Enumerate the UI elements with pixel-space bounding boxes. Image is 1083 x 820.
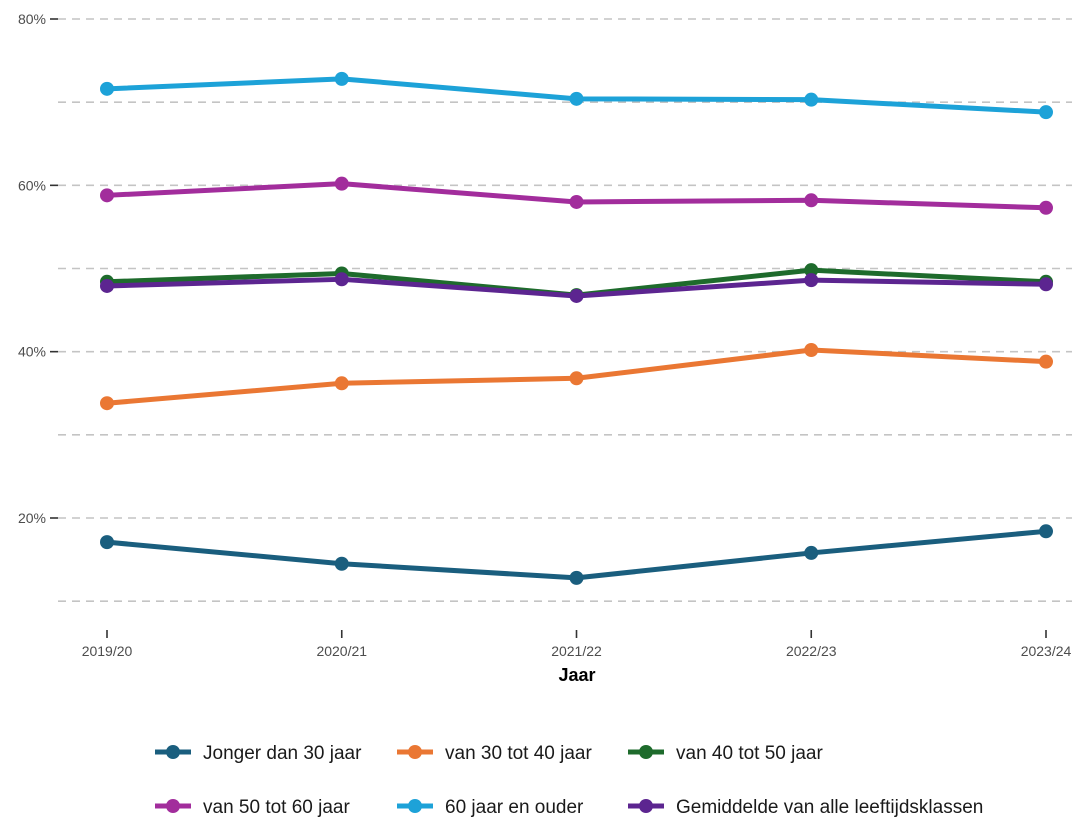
legend: Jonger dan 30 jaar van 30 tot 40 jaar van … — [155, 743, 983, 818]
x-tick-label: 2021/22 — [551, 643, 602, 659]
data-point — [100, 81, 114, 96]
data-point — [334, 71, 349, 86]
data-point — [100, 188, 114, 203]
legend-label: Jonger dan 30 jaar — [203, 743, 362, 764]
data-point — [569, 570, 584, 585]
data-point — [334, 376, 349, 391]
data-point — [100, 278, 114, 293]
legend-swatch-point — [639, 745, 653, 759]
y-tick-label: 80% — [18, 11, 46, 27]
data-point — [804, 545, 819, 560]
gridlines — [58, 18, 1072, 602]
x-tick-label: 2022/23 — [786, 643, 837, 659]
legend-swatch-point — [639, 799, 653, 813]
y-tick-label: 60% — [18, 177, 46, 193]
series-0 — [100, 524, 1053, 585]
series-3 — [100, 176, 1053, 215]
data-point — [804, 273, 819, 288]
legend-label: van 40 tot 50 jaar — [676, 743, 823, 764]
legend-swatch-point — [166, 745, 180, 759]
legend-item: van 30 tot 40 jaar — [397, 743, 592, 764]
legend-label: 60 jaar en ouder — [445, 797, 584, 818]
legend-label: Gemiddelde van alle leeftijdsklassen — [676, 797, 983, 818]
legend-label: van 30 tot 40 jaar — [445, 743, 592, 764]
series-5 — [100, 272, 1053, 303]
data-point — [334, 272, 349, 287]
y-axis: 20% 40% 60% 80% — [18, 11, 58, 526]
data-point — [804, 343, 819, 358]
x-tick-label: 2023/24 — [1021, 643, 1072, 659]
data-point — [1039, 277, 1053, 292]
data-point — [569, 91, 584, 106]
data-point — [569, 288, 584, 303]
y-tick-label: 40% — [18, 344, 46, 360]
data-point — [804, 92, 819, 107]
x-tick-label: 2019/20 — [82, 643, 133, 659]
data-point — [1039, 354, 1053, 369]
data-point — [100, 396, 114, 411]
x-axis-title: Jaar — [558, 665, 595, 685]
data-point — [804, 193, 819, 208]
data-point — [1039, 105, 1053, 120]
series-lines — [100, 71, 1053, 585]
data-point — [1039, 524, 1053, 539]
legend-swatch-point — [408, 745, 422, 759]
data-point — [569, 371, 584, 386]
series-4 — [100, 71, 1053, 120]
legend-item: 60 jaar en ouder — [397, 797, 584, 818]
legend-item: Jonger dan 30 jaar — [155, 743, 362, 764]
data-point — [334, 176, 349, 191]
legend-swatch-point — [408, 799, 422, 813]
legend-item: Gemiddelde van alle leeftijdsklassen — [628, 797, 983, 818]
legend-item: van 50 tot 60 jaar — [155, 797, 350, 818]
data-point — [1039, 200, 1053, 215]
data-point — [334, 556, 349, 571]
data-point — [804, 263, 819, 278]
data-point — [100, 535, 114, 550]
x-axis: 2019/20 2020/21 2021/22 2022/23 2023/24 — [82, 630, 1072, 659]
x-tick-label: 2020/21 — [316, 643, 367, 659]
data-point — [569, 194, 584, 209]
legend-swatch-point — [166, 799, 180, 813]
y-tick-label: 20% — [18, 510, 46, 526]
series-1 — [100, 343, 1053, 411]
legend-item: van 40 tot 50 jaar — [628, 743, 823, 764]
legend-label: van 50 tot 60 jaar — [203, 797, 350, 818]
